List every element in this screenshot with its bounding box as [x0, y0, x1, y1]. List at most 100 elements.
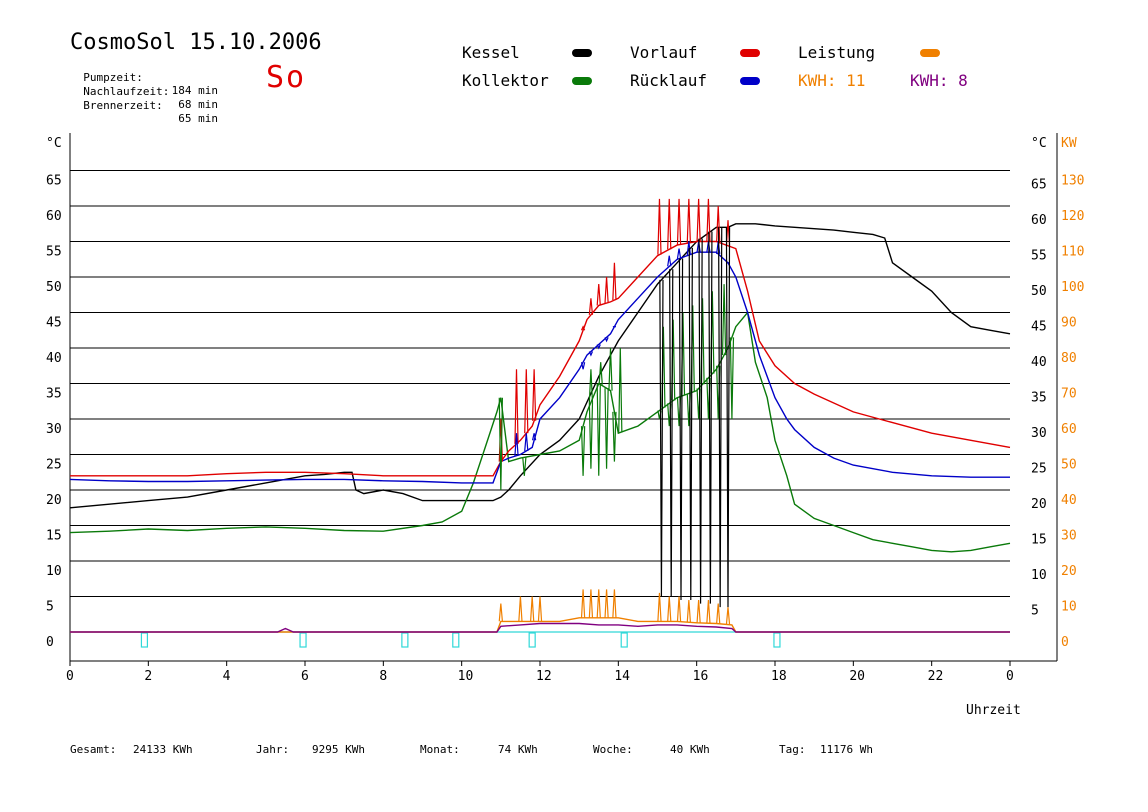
footer-monat-value: 74 KWh [498, 743, 538, 756]
y-right2-tick-label: 80 [1061, 351, 1077, 366]
legend-vorlauf-swatch [740, 49, 760, 57]
footer-tag-value: 11176 Wh [820, 743, 873, 756]
y-left-tick-label: 35 [46, 387, 62, 402]
series-spike [716, 603, 721, 624]
series-spike [604, 276, 609, 304]
x-tick-label: 10 [458, 669, 474, 684]
series-spike [667, 255, 672, 267]
series-spike [596, 284, 601, 306]
nachlaufzeit-label: Nachlaufzeit: [83, 85, 170, 98]
y-left-tick-label: 30 [46, 422, 62, 437]
x-tick-label: 0 [1006, 669, 1014, 684]
series-spike [612, 589, 617, 618]
series-spike [676, 248, 682, 259]
pump-marker [528, 632, 536, 648]
series-spike [729, 337, 735, 420]
series-line-vorlauf [70, 240, 1011, 477]
chart-tick-labels: 0510152025303540455055606551015202530354… [46, 174, 1084, 685]
legend-ruecklauf-label: Rücklauf [630, 71, 708, 90]
footer-gesamt-label: Gesamt: [70, 743, 117, 756]
series-spike [588, 369, 594, 403]
series-spike [721, 284, 727, 356]
x-tick-label: 4 [223, 669, 231, 684]
y-right2-tick-label: 130 [1061, 174, 1084, 189]
chart-title: CosmoSol 15.10.2006 [70, 30, 322, 55]
y-right2-tick-label: 120 [1061, 209, 1084, 224]
series-spike [498, 603, 503, 622]
y-right-tick-label: 40 [1031, 355, 1047, 370]
y-right-tick-label: 60 [1031, 213, 1047, 228]
y-left-tick-label: 20 [46, 493, 62, 508]
y-right2-tick-label: 20 [1061, 564, 1077, 579]
y-right2-tick-label: 100 [1061, 280, 1084, 295]
series-spike [657, 198, 662, 255]
y-right-tick-label: 5 [1031, 604, 1039, 619]
pump-marker [773, 632, 781, 648]
x-tick-label: 12 [536, 669, 552, 684]
series-spike [580, 589, 586, 618]
y-right2-tick-label: 70 [1061, 387, 1077, 402]
series-spike [498, 397, 503, 491]
series-spike [612, 262, 617, 301]
x-tick-label: 16 [693, 669, 709, 684]
x-axis-label: Uhrzeit [966, 703, 1021, 718]
series-spike [531, 433, 537, 441]
legend-kwh1-label: KWH: 11 [798, 71, 866, 90]
pumpzeit-row: Pumpzeit: 184 min [70, 58, 230, 97]
y-left-tick-label: 0 [46, 635, 54, 650]
pumpzeit-value: 184 min [171, 84, 218, 97]
series-spike [686, 198, 691, 243]
series-spike [588, 402, 594, 469]
series-spike [604, 337, 609, 343]
legend-kessel-label: Kessel [462, 43, 520, 62]
y-right2-tick-label: 90 [1061, 316, 1077, 331]
series-line-kollektor [69, 310, 1011, 553]
series-spike [686, 241, 691, 256]
series-spike [717, 227, 723, 608]
y-right-tick-label: 50 [1031, 284, 1047, 299]
series-spike [522, 457, 527, 476]
pump-marker [401, 632, 409, 648]
series-spike [708, 231, 713, 604]
x-tick-label: 22 [928, 669, 944, 684]
series-spike [530, 596, 535, 622]
legend-ruecklauf-swatch [740, 77, 760, 85]
series-spike [598, 362, 603, 385]
legend-vorlauf-label: Vorlauf [630, 43, 698, 62]
y-left-tick-label: 15 [46, 529, 62, 544]
footer-woche-value: 40 KWh [670, 743, 710, 756]
series-line-leistung [70, 617, 1010, 633]
series-spike [514, 433, 519, 456]
y-right2-tick-label: 30 [1061, 529, 1077, 544]
pump-marker [620, 632, 628, 648]
pumpzeit-label: Pumpzeit: [83, 71, 143, 84]
series-line-r-cklauf [69, 251, 1010, 484]
series-spike [524, 369, 529, 434]
x-tick-label: 0 [66, 669, 74, 684]
y-right-tick-label: 20 [1031, 497, 1047, 512]
y-right-unit-label: °C [1031, 136, 1047, 151]
series-spike [706, 600, 711, 624]
y-right2-tick-label: 50 [1061, 458, 1077, 473]
series-spike [698, 238, 703, 604]
series-line-kwh-2 [70, 622, 1010, 633]
legend-kessel-swatch [572, 49, 592, 57]
series-spike [657, 592, 662, 622]
y-left-unit-label: °C [46, 136, 62, 151]
series-spike [676, 596, 682, 622]
series-spike [725, 607, 731, 625]
y-right2-tick-label: 10 [1061, 600, 1077, 615]
series-spike [580, 362, 586, 370]
series-spike [588, 589, 594, 618]
series-spike [686, 600, 691, 623]
pump-marker [299, 632, 307, 648]
y-right2-tick-label: 0 [1061, 635, 1069, 650]
chart-axes [69, 133, 1058, 662]
series-spike [588, 351, 594, 357]
chart-series [69, 198, 1011, 648]
y-left-tick-label: 5 [46, 600, 54, 615]
series-spike [596, 589, 601, 618]
x-tick-label: 14 [614, 669, 630, 684]
legend-leistung-label: Leistung [798, 43, 876, 62]
